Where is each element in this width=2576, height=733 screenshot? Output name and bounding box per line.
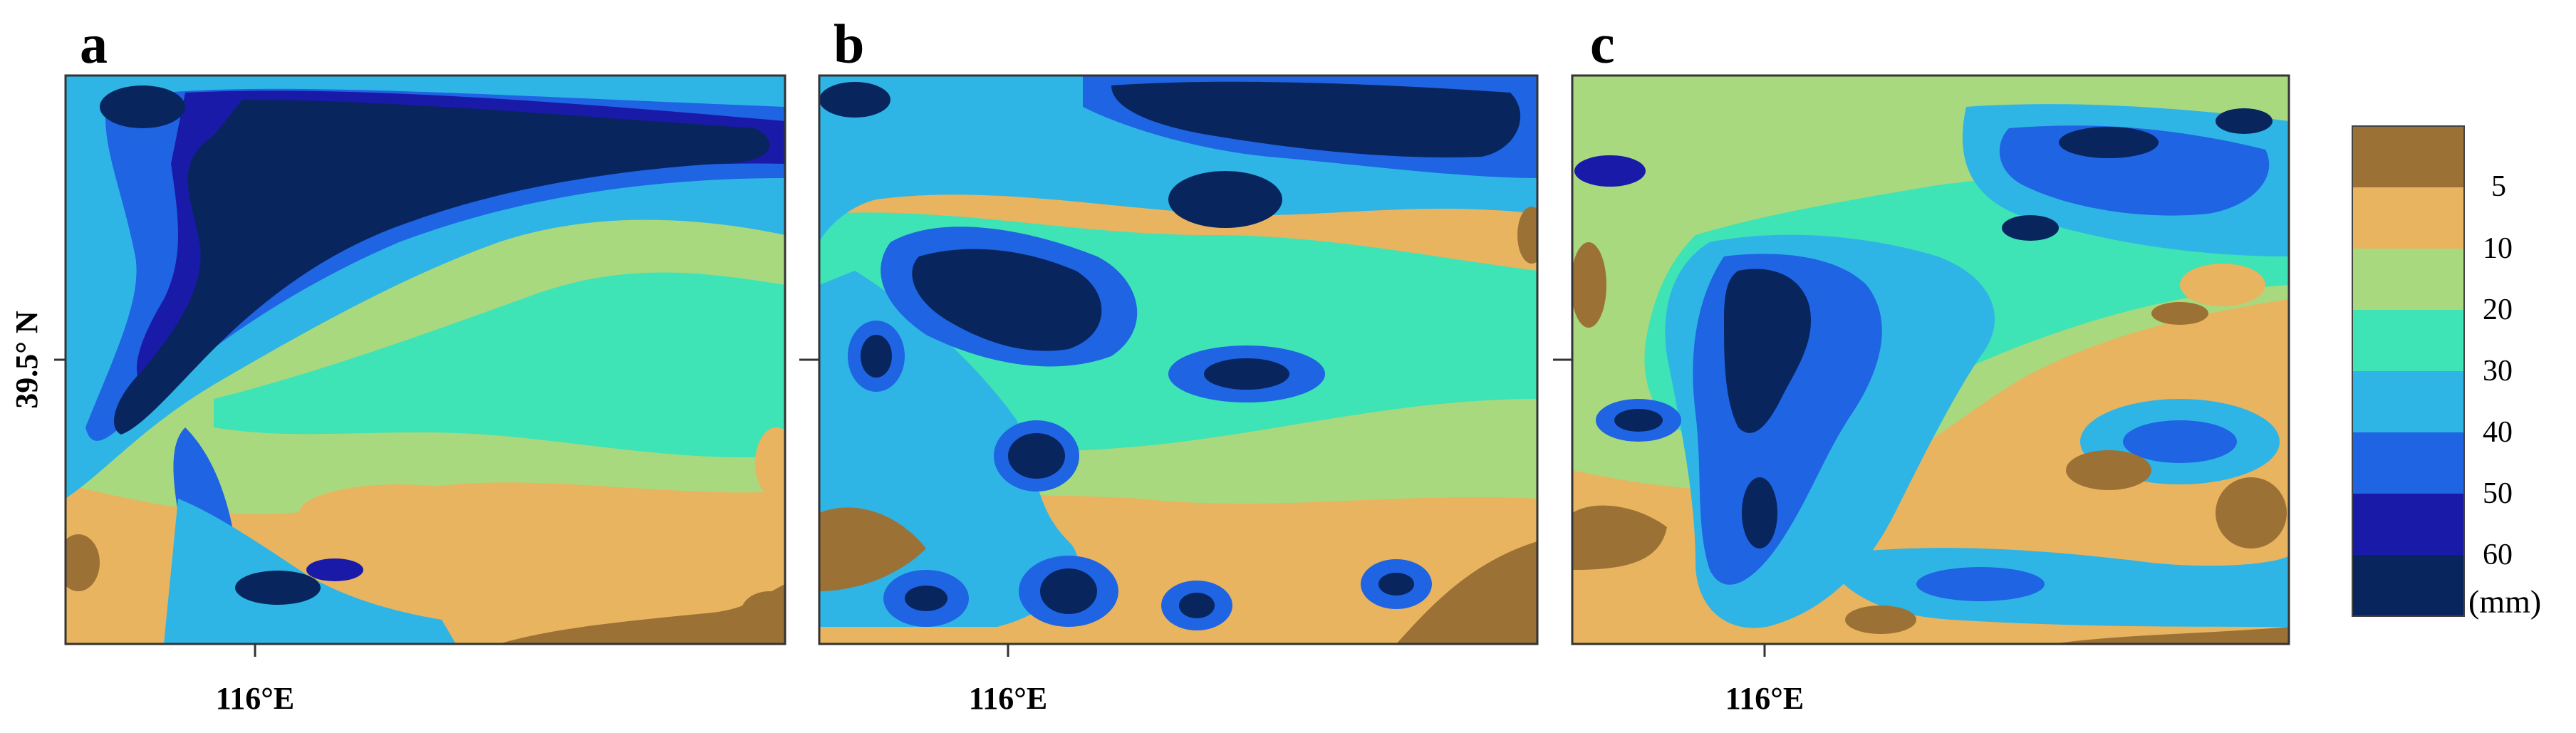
colorbar-swatch <box>2352 432 2464 494</box>
colorbar-swatch <box>2352 249 2464 311</box>
colorbar-swatch <box>2352 494 2464 556</box>
colorbar-tick-10: 10 <box>2483 232 2513 265</box>
colorbar-swatches <box>2352 126 2464 617</box>
colorbar-tick-40: 40 <box>2483 416 2513 449</box>
panel-label-a: a <box>80 13 108 75</box>
colorbar-tick-5: 5 <box>2491 170 2506 203</box>
colorbar-unit: (mm) <box>2468 583 2541 620</box>
precipitation-map-c <box>1572 76 2289 644</box>
lon-label-b: 116°E <box>969 681 1048 716</box>
panel-label-b: b <box>833 13 864 75</box>
precipitation-map-a <box>66 76 785 644</box>
colorbar-swatch <box>2352 371 2464 433</box>
panel-b: b <box>799 13 1539 716</box>
lon-label-a: 116°E <box>216 681 295 716</box>
panel-label-c: c <box>1590 13 1615 75</box>
lat-label-a: 39.5° N <box>9 311 44 409</box>
panel-a: a <box>9 13 786 716</box>
colorbar-tick-30: 30 <box>2483 355 2513 388</box>
panel-c: c <box>1553 13 2290 716</box>
colorbar-tick-60: 60 <box>2483 539 2513 571</box>
colorbar-swatch <box>2352 310 2464 372</box>
precipitation-map-b <box>819 76 1537 644</box>
lon-label-c: 116°E <box>1725 681 1804 716</box>
colorbar-swatch <box>2352 555 2464 617</box>
colorbar-swatch <box>2352 187 2464 249</box>
colorbar-tick-20: 20 <box>2483 293 2513 326</box>
colorbar-swatch <box>2352 126 2464 188</box>
colorbar-tick-50: 50 <box>2483 477 2513 510</box>
colorbar-frame <box>2352 125 2465 617</box>
colorbar: 5 10 20 30 40 50 60 (mm) <box>2352 125 2541 620</box>
